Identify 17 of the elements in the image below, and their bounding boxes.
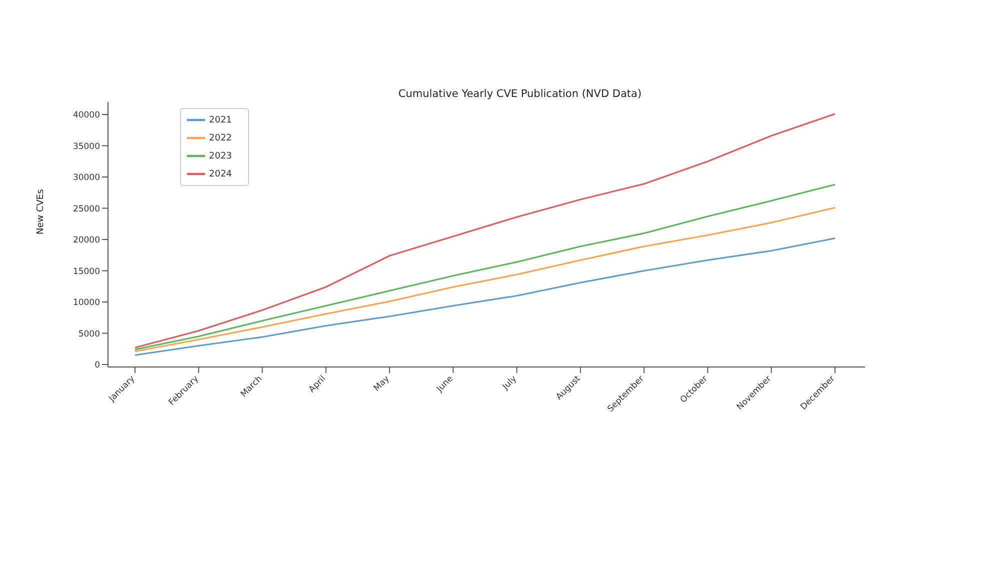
legend-label: 2024 bbox=[209, 169, 232, 180]
y-tick-label: 5000 bbox=[78, 329, 100, 340]
y-tick-label: 20000 bbox=[72, 236, 100, 246]
y-tick-label: 10000 bbox=[72, 298, 100, 308]
legend-label: 2023 bbox=[209, 151, 232, 162]
y-axis-title: New CVEs bbox=[36, 188, 46, 234]
y-tick-label: 35000 bbox=[72, 142, 100, 152]
y-tick-label: 40000 bbox=[72, 110, 100, 121]
chart-title: Cumulative Yearly CVE Publication (NVD Data) bbox=[397, 88, 643, 100]
line-series bbox=[134, 237, 836, 356]
y-tick-label: 0 bbox=[94, 360, 100, 371]
y-tick-label: 25000 bbox=[72, 204, 100, 214]
y-tick-label: 15000 bbox=[72, 266, 100, 277]
y-tick-label: 30000 bbox=[72, 173, 100, 184]
line-series bbox=[134, 113, 836, 348]
legend-label: 2021 bbox=[209, 115, 232, 126]
legend-label: 2022 bbox=[209, 133, 232, 144]
